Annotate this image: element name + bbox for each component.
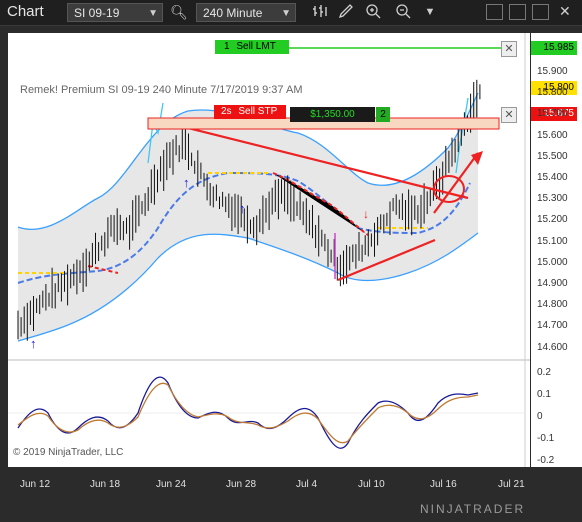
- price-tick-label: 15.400: [537, 172, 568, 183]
- price-tick-label: 15.500: [537, 150, 568, 162]
- sell-limit-label: Sell LMT: [236, 41, 276, 52]
- instrument-value: SI 09-19: [74, 6, 120, 20]
- price-tick-label: 14.800: [537, 299, 568, 311]
- date-tick-label: Jul 4: [296, 479, 318, 490]
- date-tick-label: Jun 12: [20, 479, 51, 490]
- osc-tick-label: -0.1: [537, 433, 555, 444]
- window-maximize[interactable]: [509, 4, 526, 20]
- osc-tick-label: 0: [537, 411, 543, 422]
- date-tick-label: Jun 18: [90, 479, 121, 490]
- price-tick-label: 15.100: [537, 235, 568, 247]
- chevron-down-icon: ▼: [148, 8, 158, 19]
- draw-tool-icon[interactable]: [337, 3, 355, 21]
- price-tick-label: 15.800: [537, 87, 568, 99]
- chart-header: Remek! Premium SI 09-19 240 Minute 7/17/…: [20, 84, 303, 96]
- zoom-in-icon[interactable]: [364, 3, 382, 21]
- search-icon[interactable]: 🔍︎: [170, 4, 188, 20]
- price-bars: [17, 79, 481, 341]
- toolbar: Chart SI 09-19 ▼ 🔍︎ 240 Minute ▼ ▼ ✕: [0, 0, 582, 26]
- interval-selector[interactable]: 240 Minute ▼: [196, 3, 296, 22]
- position-qty: 2: [376, 107, 390, 122]
- price-tick-label: 15.700: [537, 108, 568, 120]
- date-axis[interactable]: Jun 12 Jun 18 Jun 24 Jun 28 Jul 4 Jul 10 Jul 1…: [8, 474, 530, 496]
- window-restore[interactable]: [532, 4, 549, 20]
- sell-stop-qty: 2s: [221, 106, 232, 117]
- bar-style-icon[interactable]: [311, 3, 329, 21]
- svg-text:↑: ↑: [30, 336, 37, 351]
- price-axis[interactable]: 15.985 15.800 15.675 15.900 15.800 15.700 1…: [531, 33, 582, 467]
- window-title: Chart: [7, 3, 44, 20]
- price-tick-label: 14.600: [537, 341, 568, 353]
- date-tick-label: Jul 21: [498, 479, 525, 490]
- cancel-stop-icon[interactable]: ✕: [501, 107, 517, 123]
- interval-value: 240 Minute: [203, 6, 263, 20]
- price-tick-label: 14.900: [537, 278, 568, 289]
- osc-tick-label: 0.2: [537, 367, 551, 378]
- zoom-out-icon[interactable]: [394, 3, 412, 21]
- instrument-selector[interactable]: SI 09-19 ▼: [67, 3, 163, 22]
- price-tick-label: 15.600: [537, 129, 568, 141]
- window-minimize[interactable]: [486, 4, 503, 20]
- sell-stop-label: Sell STP: [238, 106, 278, 117]
- svg-text:↓: ↓: [363, 207, 369, 221]
- chart-canvas[interactable]: ↑ ↑ ↑ ↓: [8, 33, 530, 467]
- price-tick-label: 15.200: [537, 214, 568, 226]
- date-tick-label: Jun 24: [156, 479, 187, 490]
- cancel-limit-icon[interactable]: ✕: [501, 41, 517, 57]
- sell-stop-order[interactable]: 2s Sell STP: [214, 105, 286, 119]
- svg-text:↑: ↑: [239, 201, 246, 216]
- chevron-down-icon: ▼: [281, 8, 291, 19]
- sell-limit-price: 15.985: [531, 41, 577, 55]
- brand-logo: NINJATRADER: [420, 502, 526, 516]
- date-tick-label: Jul 16: [430, 479, 457, 490]
- osc-tick-label: -0.2: [537, 455, 555, 466]
- last-price: 15.800: [531, 81, 577, 95]
- sell-stop-price: 15.675: [531, 107, 577, 121]
- pnl-display: $1,350.00: [290, 107, 375, 122]
- svg-text:↑: ↑: [183, 175, 190, 190]
- sell-limit-qty: 1: [224, 41, 230, 52]
- date-tick-label: Jun 28: [226, 479, 257, 490]
- price-tick-label: 15.000: [537, 256, 568, 268]
- price-tick-label: 14.700: [537, 320, 568, 332]
- sell-limit-order[interactable]: 1 Sell LMT: [215, 40, 289, 54]
- price-tick-label: 15.900: [537, 66, 568, 77]
- dropdown-icon[interactable]: ▼: [424, 6, 436, 18]
- price-tick-label: 15.300: [537, 193, 568, 205]
- chart-panel[interactable]: ↑ ↑ ↑ ↓ Remek! Premium SI 09-19 240 Minu…: [8, 33, 530, 467]
- osc-tick-label: 0.1: [537, 389, 551, 400]
- close-icon[interactable]: ✕: [559, 3, 571, 19]
- date-tick-label: Jul 10: [358, 479, 385, 490]
- copyright: © 2019 NinjaTrader, LLC: [13, 447, 124, 458]
